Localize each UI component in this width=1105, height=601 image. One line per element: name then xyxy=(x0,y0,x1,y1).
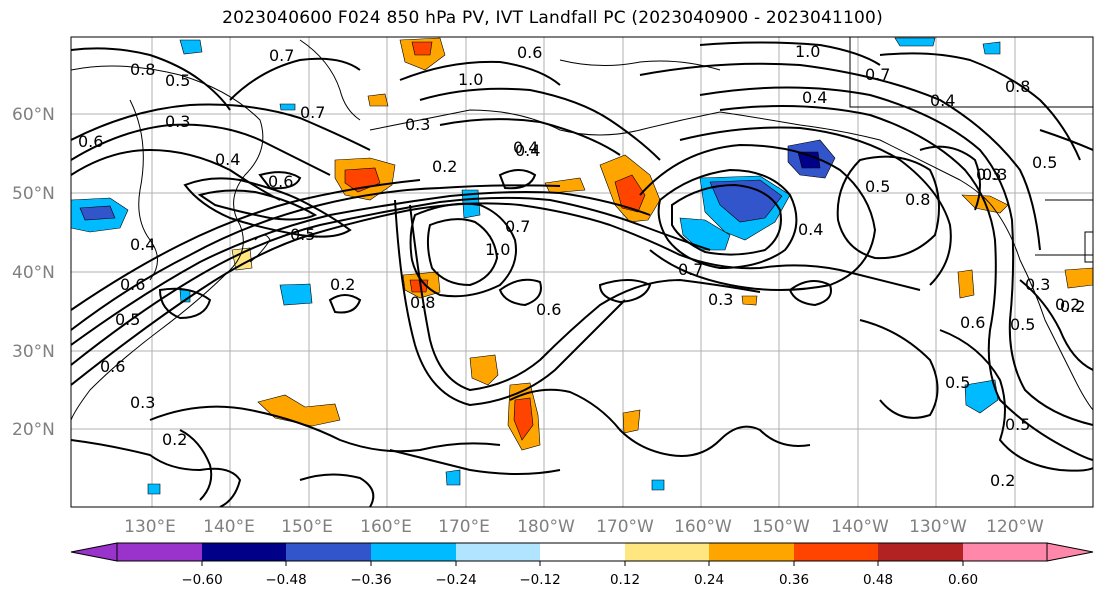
colorbar-bin xyxy=(540,543,625,561)
colorbar-max-extend xyxy=(1046,542,1094,562)
colorbar-bin xyxy=(878,543,963,561)
pv-contour-label: 0.3 xyxy=(976,165,1001,184)
pv-contour-label: 0.3 xyxy=(130,393,155,412)
colorbar-bin xyxy=(286,543,371,561)
pv-contour-label: 0.5 xyxy=(1032,153,1057,172)
pv-contour-label: 0.5 xyxy=(1010,315,1035,334)
lon-label: 150°E xyxy=(281,517,333,537)
pv-contour-label: 0.4 xyxy=(798,220,823,239)
colorbar-bin xyxy=(625,543,709,561)
colorbar-tick-label: −0.36 xyxy=(350,572,391,588)
pv-contour-label: 0.2 xyxy=(330,275,355,294)
colorbar-min-extend xyxy=(70,542,118,562)
colorbar-tick-label: 0.60 xyxy=(948,572,978,588)
pv-contour-label: 0.8 xyxy=(410,293,435,312)
lon-label: 170°W xyxy=(596,517,654,537)
map-title: 2023040600 F024 850 hPa PV, IVT Landfall… xyxy=(222,8,883,28)
map-frame xyxy=(70,36,1094,508)
lon-label: 140°E xyxy=(203,517,255,537)
ivt-positive-anomalies xyxy=(231,37,1093,451)
colorbar-tick-label: −0.12 xyxy=(519,572,560,588)
pv-contour-label: 0.7 xyxy=(865,65,890,84)
pv-contour-label: 0.3 xyxy=(165,112,190,131)
pv-contour-label: 0.7 xyxy=(300,103,325,122)
pv-contour-label: 0.4 xyxy=(215,150,240,169)
pv-contour-label: 0.6 xyxy=(78,132,103,151)
pv-contour-label: 0.4 xyxy=(515,141,540,160)
pv-contour-label: 1.0 xyxy=(458,70,483,89)
pv-contour-label: 0.7 xyxy=(678,260,703,279)
colorbar-tick-label: −0.24 xyxy=(435,572,476,588)
pv-contour-label: 0.3 xyxy=(708,290,733,309)
pv-contour-label: 0.5 xyxy=(165,71,190,90)
pv-contour-label: 0.6 xyxy=(536,300,561,319)
lon-label: 160°W xyxy=(674,517,732,537)
lon-label: 140°W xyxy=(831,517,889,537)
pv-contour-label: 0.4 xyxy=(130,235,155,254)
lon-label: 170°E xyxy=(438,517,490,537)
lat-label: 50°N xyxy=(12,184,55,204)
lon-label: 160°E xyxy=(360,517,412,537)
lon-label: 120°W xyxy=(986,517,1044,537)
lon-label: 150°W xyxy=(752,517,810,537)
colorbar-tick-label: 0.36 xyxy=(779,572,809,588)
pv-contour-label: 0.7 xyxy=(269,46,294,65)
colorbar: −0.60 −0.48 −0.36 −0.24 −0.12 0.12 0.24 … xyxy=(70,542,1094,588)
colorbar-bin xyxy=(794,543,878,561)
pv-contours xyxy=(71,41,1093,507)
lat-label: 30°N xyxy=(12,342,55,362)
pv-contour-label: 0.2 xyxy=(990,471,1015,490)
pv-contour-label: 0.2 xyxy=(432,157,457,176)
colorbar-tick-label: 0.12 xyxy=(610,572,640,588)
pv-contour-label: 0.4 xyxy=(513,138,538,157)
ivt-negative-anomalies xyxy=(71,37,1001,495)
pv-contour-label: 0.3 xyxy=(405,115,430,134)
pv-contour-label: 0.2 xyxy=(1055,295,1080,314)
colorbar-bin xyxy=(371,543,456,561)
pv-contour-label: 1.0 xyxy=(485,240,510,259)
pv-contour-label: 0.4 xyxy=(802,88,827,107)
pv-contour-label: 0.4 xyxy=(930,91,955,110)
colorbar-tick-label: −0.48 xyxy=(265,572,306,588)
pv-contour-label: 0.6 xyxy=(517,43,542,62)
lon-label: 130°W xyxy=(909,517,967,537)
pv-contour-label: 0.6 xyxy=(960,313,985,332)
pv-contour-label: 0.5 xyxy=(1005,415,1030,434)
colorbar-tick-label: −0.60 xyxy=(181,572,222,588)
lat-label: 40°N xyxy=(12,263,55,283)
pv-contour-label: 0.5 xyxy=(290,225,315,244)
pv-contour-label: 1.0 xyxy=(795,42,820,61)
pv-contour-label: 0.6 xyxy=(268,172,293,191)
pv-contour-label: 0.3 xyxy=(1025,275,1050,294)
pv-contour-label: 0.7 xyxy=(505,217,530,236)
latitude-labels: 60°N 50°N 40°N 30°N 20°N xyxy=(12,105,55,440)
lat-label: 60°N xyxy=(12,105,55,125)
pv-contour-labels: 0.8 0.5 0.6 1.0 0.7 0.6 1.0 0.7 0.4 0.4 … xyxy=(78,42,1085,490)
pv-contour-label: 0.6 xyxy=(100,357,125,376)
colorbar-tick-label: 0.24 xyxy=(694,572,724,588)
pv-contour-label: 0.8 xyxy=(1005,77,1030,96)
pv-contour-label: 0.8 xyxy=(905,190,930,209)
lon-label: 180°W xyxy=(517,517,575,537)
colorbar-bin xyxy=(709,543,794,561)
colorbar-bin xyxy=(117,543,202,561)
pv-contour-label: 0.5 xyxy=(865,177,890,196)
pv-contour-label: 0.8 xyxy=(130,60,155,79)
pv-contour-label: 0.5 xyxy=(115,310,140,329)
pv-contour-label: 0.6 xyxy=(120,275,145,294)
longitude-labels: 130°E 140°E 150°E 160°E 170°E 180°W 170°… xyxy=(124,517,1044,537)
colorbar-outline xyxy=(116,542,1048,562)
colorbar-bin xyxy=(202,543,286,561)
lon-label: 130°E xyxy=(124,517,176,537)
pv-contour-label: 0.5 xyxy=(945,373,970,392)
pv-contour-label: 0.3 xyxy=(982,165,1007,184)
pv-contour-label: 0.2 xyxy=(162,430,187,449)
pv-contour-label: 0.2 xyxy=(1060,297,1085,316)
colorbar-bin xyxy=(456,543,540,561)
colorbar-bin xyxy=(963,543,1047,561)
lat-label: 20°N xyxy=(12,420,55,440)
map-content: 0.8 0.5 0.6 1.0 0.7 0.6 1.0 0.7 0.4 0.4 … xyxy=(71,37,1093,507)
colorbar-tick-label: 0.48 xyxy=(863,572,893,588)
